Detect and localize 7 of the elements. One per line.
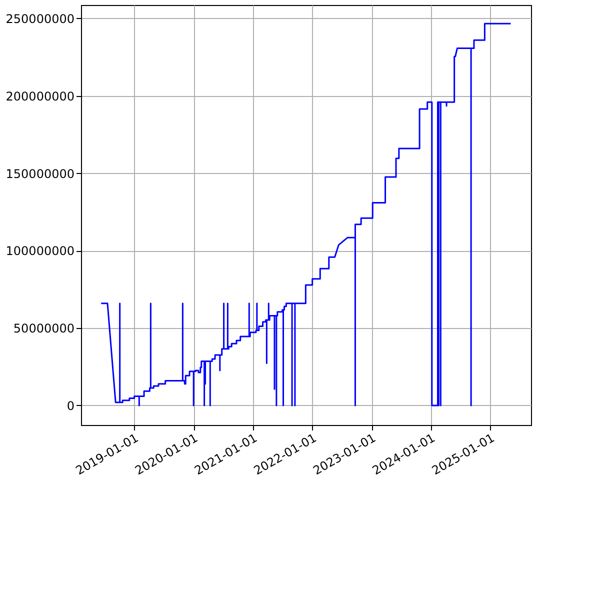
y-tick-label: 250000000 (6, 12, 74, 26)
y-tick-label: 50000000 (13, 322, 74, 336)
y-tick-label: 200000000 (6, 89, 74, 104)
y-tick-label: 0 (66, 398, 74, 413)
line-series (100, 22, 512, 406)
y-tick-label: 100000000 (6, 244, 74, 258)
y-tick-label: 150000000 (6, 166, 74, 181)
